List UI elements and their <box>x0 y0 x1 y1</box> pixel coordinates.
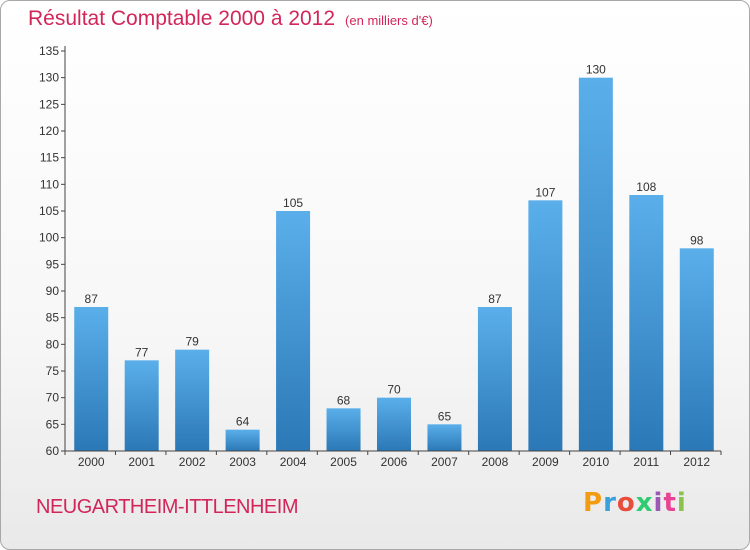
x-tick-label: 2005 <box>330 455 357 469</box>
y-tick-label: 130 <box>39 71 59 85</box>
x-tick-label: 2009 <box>532 455 559 469</box>
x-tick-label: 2004 <box>280 455 307 469</box>
x-tick-label: 2003 <box>229 455 256 469</box>
x-tick-label: 2006 <box>381 455 408 469</box>
bars-group: 87 77 79 64 105 68 70 65 87 107 130 108 98 <box>74 63 714 452</box>
x-tick-label: 2001 <box>128 455 155 469</box>
bar <box>124 360 159 451</box>
logo-letter: i <box>676 488 687 518</box>
bar-value-label: 108 <box>636 180 656 194</box>
bar <box>225 429 260 451</box>
bar <box>175 349 210 451</box>
y-tick-label: 90 <box>46 284 60 298</box>
y-tick-label: 100 <box>39 231 59 245</box>
bar-value-label: 64 <box>236 415 250 429</box>
bar-value-label: 68 <box>337 393 351 407</box>
bar <box>629 195 664 451</box>
x-tick-label: 2008 <box>482 455 509 469</box>
x-tick-label: 2010 <box>582 455 609 469</box>
y-tick-label: 70 <box>46 391 60 405</box>
logo-letter: r <box>603 488 617 518</box>
logo-letter: t <box>663 488 677 518</box>
place-name: NEUGARTHEIM-ITTLENHEIM <box>36 496 298 518</box>
bar-value-label: 87 <box>85 292 99 306</box>
bar <box>528 200 563 451</box>
bar-value-label: 107 <box>535 185 555 199</box>
bar <box>578 77 613 452</box>
bar <box>427 424 462 451</box>
x-tick-label: 2002 <box>179 455 206 469</box>
y-tick-label: 115 <box>40 151 59 165</box>
y-tick-label: 135 <box>39 44 59 58</box>
bar <box>74 307 109 451</box>
x-tick-label: 2012 <box>683 455 710 469</box>
y-tick-label: 110 <box>40 177 59 191</box>
logo-letter: o <box>616 488 636 518</box>
y-tick-label: 120 <box>39 124 59 138</box>
y-tick-label: 60 <box>46 444 60 458</box>
bar <box>377 397 411 451</box>
x-tick-label: 2000 <box>78 455 105 469</box>
bar-value-label: 70 <box>387 383 401 397</box>
bar <box>326 408 361 451</box>
chart-title: Résultat Comptable 2000 à 2012 (en millie… <box>28 7 433 31</box>
logo-letter: i <box>653 488 664 518</box>
bar <box>679 248 714 451</box>
y-tick-label: 65 <box>46 417 60 431</box>
x-tick-label: 2007 <box>431 455 458 469</box>
bar <box>477 307 512 451</box>
axes-group: 2000 2001 2002 2003 2004 2005 2006 2007 2008 2009… <box>39 44 722 469</box>
y-tick-label: 85 <box>46 311 60 325</box>
logo-letter: x <box>635 488 654 518</box>
bar-value-label: 79 <box>185 335 199 349</box>
y-tick-label: 75 <box>46 364 60 378</box>
bar-value-label: 65 <box>438 409 452 423</box>
y-tick-label: 95 <box>46 257 60 271</box>
y-tick-label: 80 <box>46 337 60 351</box>
chart-title-text: Résultat Comptable 2000 à 2012 <box>28 7 336 30</box>
bar <box>276 211 311 451</box>
logo-letter: P <box>583 488 604 518</box>
bar-value-label: 98 <box>690 233 704 247</box>
bar-value-label: 77 <box>135 345 149 359</box>
bar-value-label: 105 <box>283 196 303 210</box>
y-tick-label: 105 <box>39 204 59 218</box>
chart-subtitle: (en milliers d'€) <box>345 13 433 28</box>
proxiti-logo: Proxiti <box>583 488 687 518</box>
bar-value-label: 130 <box>586 63 606 77</box>
y-tick-label: 125 <box>39 97 59 111</box>
x-tick-label: 2011 <box>633 455 659 469</box>
bar-value-label: 87 <box>488 292 502 306</box>
